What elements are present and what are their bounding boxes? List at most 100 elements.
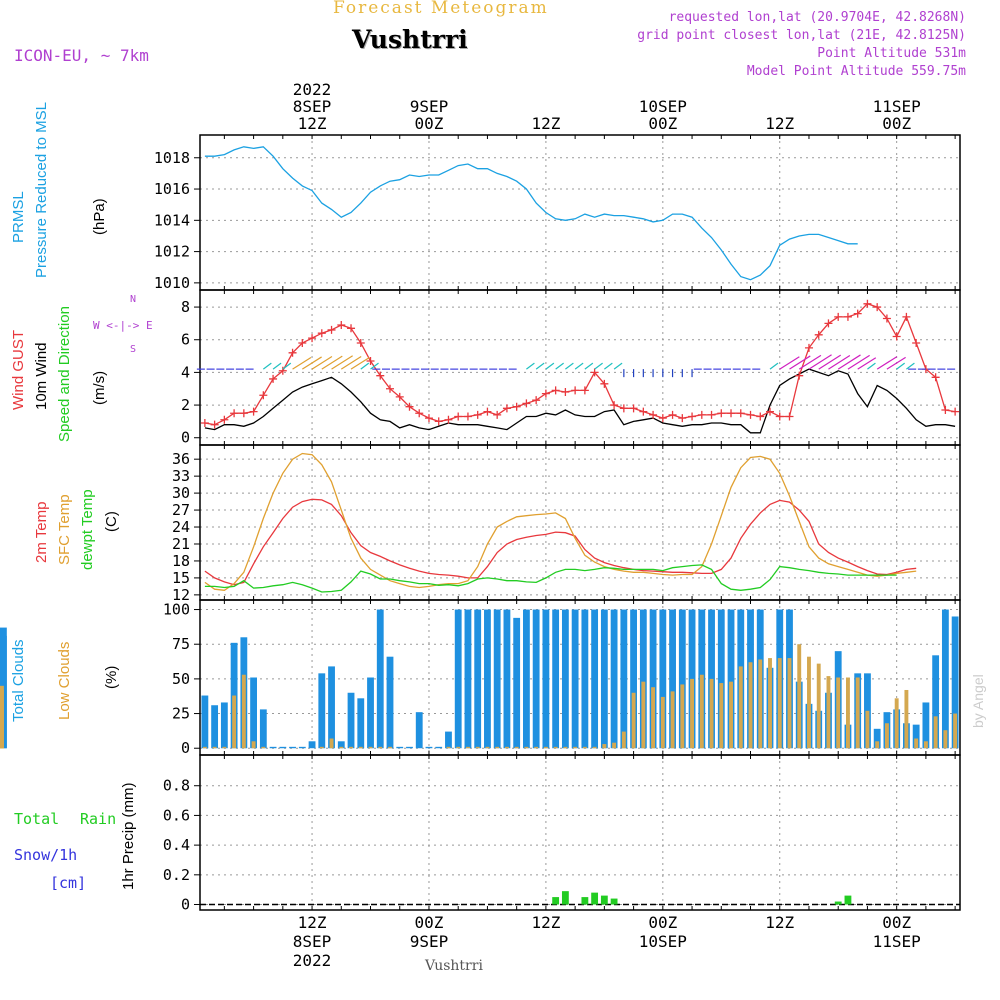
gust-marker: [502, 404, 511, 413]
y-tick-label: 27: [172, 501, 190, 519]
low-cloud-bar: [202, 746, 207, 749]
low-cloud-bar: [748, 662, 753, 749]
gust-marker: [493, 410, 502, 419]
gust-marker: [454, 412, 463, 421]
gust-marker: [444, 415, 453, 424]
gust-marker: [512, 402, 521, 411]
total-cloud-bar: [357, 698, 365, 749]
low-cloud-bar: [553, 746, 558, 749]
low-cloud-bar: [612, 742, 617, 749]
gust-marker: [619, 404, 628, 413]
gust-marker: [941, 405, 950, 414]
total-cloud-bar: [513, 617, 521, 749]
bottom-time-label: 00Z: [882, 913, 911, 932]
total-cloud-bar: [328, 666, 335, 749]
gust-marker: [658, 414, 667, 423]
gust-marker: [814, 330, 823, 339]
gust-marker: [259, 391, 268, 400]
total-cloud-bar: [630, 609, 637, 749]
low-cloud-bar: [933, 716, 938, 749]
gust-marker: [317, 329, 326, 338]
total-cloud-bar: [951, 616, 959, 749]
y-tick-label: 24: [172, 518, 190, 536]
wind-arrow: [535, 362, 545, 370]
gust-marker: [424, 414, 433, 423]
total-cloud-bar: [376, 609, 384, 749]
gust-marker: [746, 410, 755, 419]
low-cloud-bar: [241, 674, 246, 749]
gust-marker: [912, 339, 921, 347]
y-tick-label: 0: [181, 739, 190, 757]
low-cloud-bar: [0, 705, 4, 749]
gust-marker: [356, 339, 365, 347]
gust-marker: [541, 389, 550, 398]
total-cloud-bar: [922, 702, 930, 749]
wind-arrow: [311, 356, 333, 370]
precip-label-snow: Snow/1h: [14, 846, 78, 864]
low-cloud-bar: [456, 746, 461, 749]
y-tick-label: 18: [172, 552, 190, 570]
y-tick-label: 8: [181, 298, 190, 316]
low-cloud-bar: [641, 681, 646, 749]
low-cloud-bar: [758, 659, 763, 749]
low-cloud-bar: [807, 656, 811, 749]
bottom-time-label: 12Z: [531, 913, 560, 932]
low-cloud-bar: [475, 746, 480, 749]
low-cloud-bar: [466, 746, 470, 749]
gust-marker: [561, 388, 570, 396]
low-cloud-bar: [631, 692, 636, 749]
low-cloud-bar: [368, 746, 373, 749]
gust-marker: [200, 419, 209, 428]
wind-arrow: [789, 355, 811, 370]
wind-arrow: [886, 356, 906, 370]
y-tick-label: 0.6: [163, 806, 190, 824]
bottom-time-label: 8SEP: [293, 932, 332, 951]
gust-marker: [727, 409, 736, 418]
y-tick-label: 36: [172, 450, 190, 468]
total-cloud-bar: [659, 609, 667, 749]
low-cloud-bar: [339, 746, 344, 749]
gust-marker: [483, 407, 492, 416]
low-cloud-bar: [495, 746, 500, 749]
requested-coords: requested lon,lat (20.9704E, 42.8268N): [668, 10, 966, 25]
y-tick-label: 4: [181, 363, 190, 381]
total-cloud-bar: [542, 609, 550, 749]
total-cloud-bar: [289, 746, 296, 749]
low-cloud-bar: [894, 698, 899, 749]
total-cloud-bar: [493, 609, 501, 749]
wind-arrow: [906, 362, 915, 370]
total-cloud-bar: [503, 609, 511, 749]
y-tick-label: 25: [172, 705, 190, 723]
bottom-time-label: 12Z: [298, 913, 327, 932]
gust-marker: [327, 325, 336, 334]
low-cloud-bar: [768, 658, 772, 749]
gust-marker: [931, 373, 940, 382]
gust-marker: [853, 309, 862, 318]
gust-marker: [308, 334, 317, 343]
gust-marker: [386, 384, 394, 393]
wind-arrow: [603, 362, 613, 370]
wind-arrow: [331, 355, 353, 370]
low-cloud-bar: [582, 746, 587, 749]
total-cloud-bar: [678, 609, 686, 749]
gust-marker: [639, 407, 648, 416]
low-cloud-bar: [865, 710, 870, 749]
low-cloud-bar: [914, 738, 919, 749]
total-cloud-bar: [211, 705, 219, 749]
low-cloud-bar: [388, 746, 392, 749]
panel-frame-temperature: [199, 444, 961, 601]
rain-bar: [844, 895, 852, 905]
total-cloud-bar: [600, 609, 608, 749]
wind-arrow: [526, 362, 535, 370]
total-cloud-bar: [581, 609, 589, 749]
y-tick-label: 15: [172, 569, 190, 587]
gust-marker: [230, 409, 239, 418]
gust-marker: [902, 312, 911, 321]
pressure-line: [204, 146, 858, 281]
total-cloud-bar: [484, 609, 491, 749]
gust-marker: [298, 339, 307, 347]
gust-marker: [347, 324, 356, 333]
y-tick-label: 12: [172, 586, 190, 604]
wind-arrow: [370, 362, 379, 370]
low-cloud-bar: [855, 677, 860, 749]
